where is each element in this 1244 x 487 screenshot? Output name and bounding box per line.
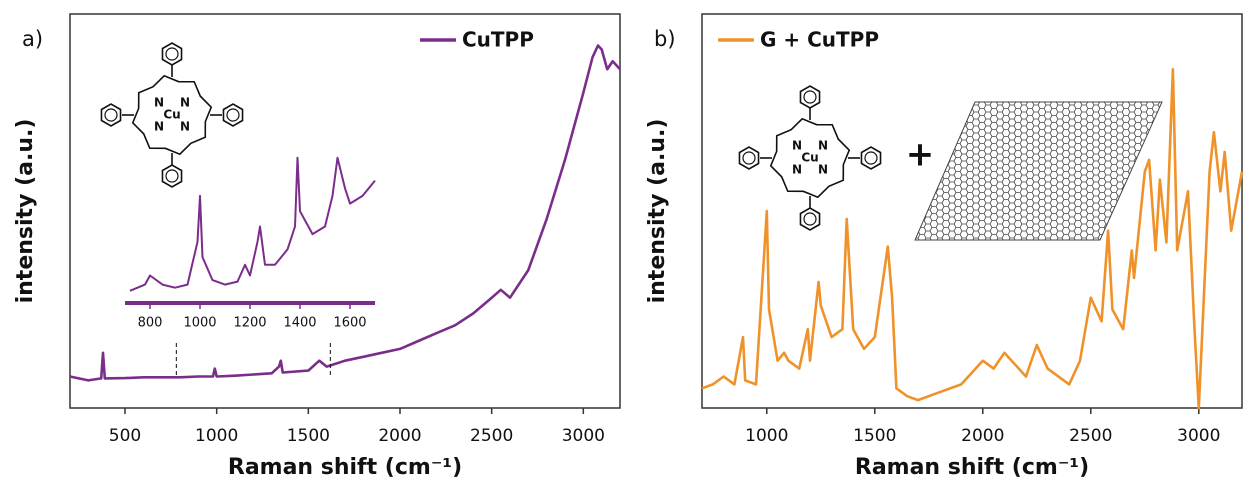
x-tick-label: 2000 [378,426,421,446]
x-axis-label: Raman shift (cm⁻¹) [855,455,1089,480]
x-axis-label: Raman shift (cm⁻¹) [228,455,462,480]
phenyl-ring [104,108,118,122]
phenyl [738,146,760,170]
phenyl-ring [803,90,817,104]
plus-sign: + [906,135,935,175]
phenyl-ring [803,212,817,226]
x-tick-label: 1000 [183,316,216,331]
spectrum-line [69,44,621,382]
phenyl-ring [226,108,240,122]
phenyl [799,207,821,231]
atom-label: N [818,139,828,153]
atom-label: N [792,163,802,177]
atom-label: N [180,120,190,134]
legend-label: CuTPP [462,28,534,52]
atom-label: N [792,139,802,153]
atom-label: N [818,163,828,177]
phenyl-ring [165,47,179,61]
x-tick-label: 1500 [287,426,330,446]
x-tick-label: 1000 [745,426,788,446]
phenyl [161,42,183,66]
phenyl [860,146,882,170]
atom-label: Cu [801,151,818,165]
porphyrin-ring [769,117,851,199]
atom-label: Cu [163,108,180,122]
spectrum-line [701,67,1244,410]
y-axis-label: intensity (a.u.) [13,119,38,304]
panel-label: a) [22,27,43,51]
phenyl [222,103,244,127]
x-tick-label: 1000 [195,426,238,446]
x-tick-label: 2000 [961,426,1004,446]
plot-frame [69,13,621,409]
porphyrin-ring [131,74,213,156]
phenyl [799,85,821,109]
spectrum-line [129,156,376,292]
x-tick-label: 1200 [233,316,266,331]
phenyl-ring [742,151,756,165]
y-axis-label: intensity (a.u.) [645,119,670,304]
x-tick-label: 3000 [1177,426,1220,446]
x-tick-label: 1600 [333,316,366,331]
x-tick-label: 800 [138,316,163,331]
x-tick-label: 1500 [853,426,896,446]
panel-label: b) [654,27,676,51]
x-tick-label: 2500 [1069,426,1112,446]
plot-frame [701,13,1243,409]
x-tick-label: 2500 [470,426,513,446]
phenyl-ring [864,151,878,165]
atom-label: N [154,96,164,110]
atom-label: N [154,120,164,134]
x-tick-label: 3000 [562,426,605,446]
molecule: N NN NCu [738,85,882,231]
x-tick-label: 500 [109,426,141,446]
phenyl [161,164,183,188]
phenyl-ring [165,169,179,183]
x-tick-label: 1400 [283,316,316,331]
graphene-sheet [914,101,1163,241]
legend-label: G + CuTPP [760,28,879,52]
atom-label: N [180,96,190,110]
phenyl [100,103,122,127]
molecule: N NN NCu [100,42,244,188]
